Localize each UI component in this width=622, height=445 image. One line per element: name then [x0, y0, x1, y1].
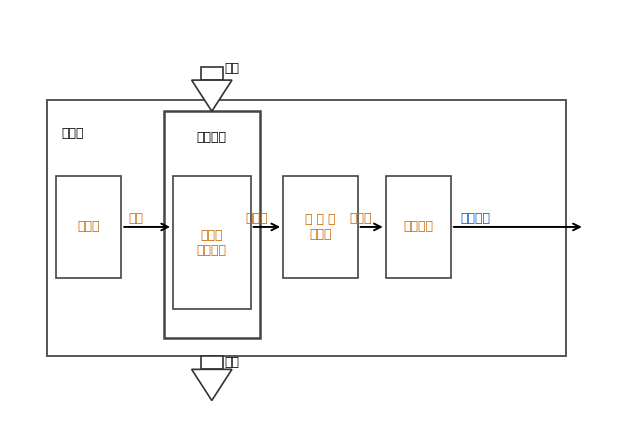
Bar — [386, 176, 451, 278]
Bar — [56, 176, 121, 278]
Polygon shape — [192, 80, 232, 111]
Bar — [200, 67, 223, 80]
Text: 激光源: 激光源 — [77, 220, 100, 234]
Text: 数字信号: 数字信号 — [460, 211, 490, 225]
Bar — [164, 111, 260, 338]
Bar — [47, 100, 566, 356]
Text: 滤 波 放
大电路: 滤 波 放 大电路 — [305, 213, 336, 241]
Bar — [283, 176, 358, 278]
Text: 电信号: 电信号 — [350, 211, 372, 225]
Text: 空气通道: 空气通道 — [197, 131, 227, 144]
Bar — [200, 356, 223, 369]
Bar — [173, 176, 251, 309]
Text: 微处理器: 微处理器 — [403, 220, 434, 234]
Text: 空气: 空气 — [224, 356, 239, 369]
Text: 激光: 激光 — [128, 211, 143, 225]
Text: 空气: 空气 — [224, 62, 239, 76]
Text: 电信号: 电信号 — [246, 211, 268, 225]
Text: 光散射
测量腔体: 光散射 测量腔体 — [197, 229, 227, 256]
Text: 传感器: 传感器 — [61, 127, 83, 140]
Polygon shape — [192, 369, 232, 400]
